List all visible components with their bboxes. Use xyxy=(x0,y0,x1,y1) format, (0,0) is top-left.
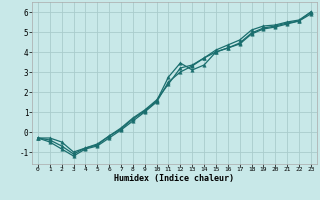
X-axis label: Humidex (Indice chaleur): Humidex (Indice chaleur) xyxy=(115,174,234,183)
